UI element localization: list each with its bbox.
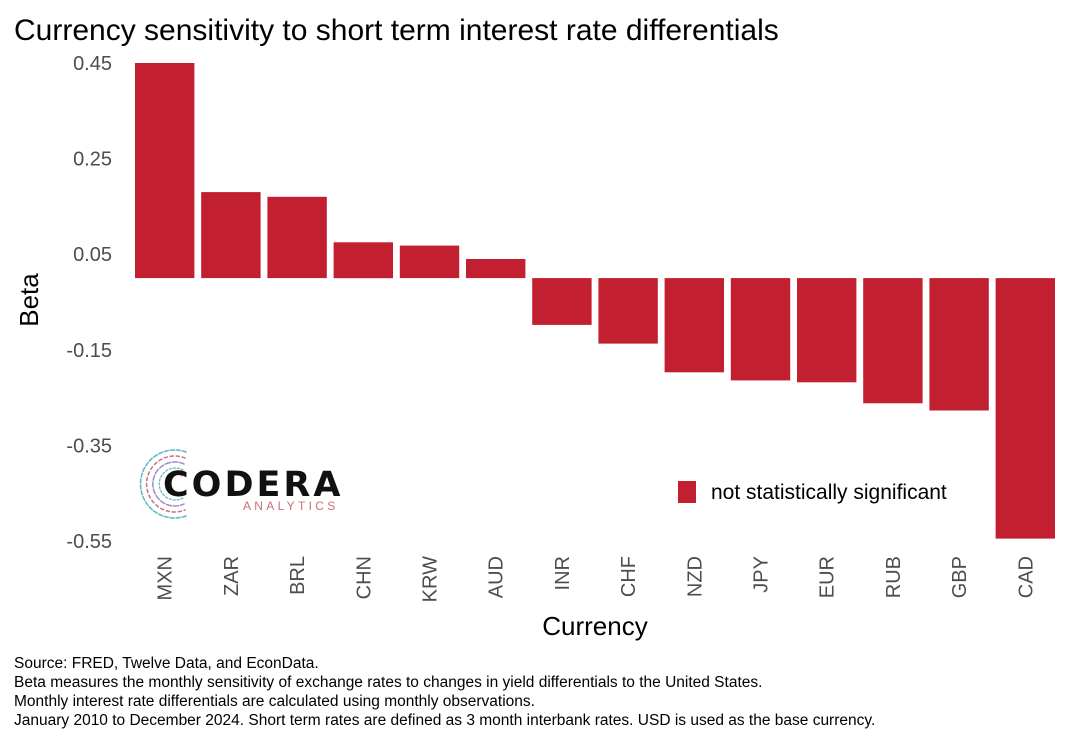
y-tick-label: -0.55 xyxy=(66,531,112,553)
x-tick-label: RUB xyxy=(883,556,905,598)
chart-caption: Source: FRED, Twelve Data, and EconData.… xyxy=(14,654,1074,730)
x-tick-label: KRW xyxy=(420,556,442,602)
bar-mxn xyxy=(135,63,195,279)
bar-chart: Currency sensitivity to short term inter… xyxy=(14,14,1055,641)
y-tick-label: 0.45 xyxy=(73,53,112,75)
x-tick-label: GBP xyxy=(949,556,971,598)
codera-logo: CODERA ANALYTICS xyxy=(139,449,343,519)
x-tick-label: CAD xyxy=(1015,556,1037,598)
y-tick-label: -0.35 xyxy=(66,435,112,457)
caption-source: Source: FRED, Twelve Data, and EconData. xyxy=(14,655,319,672)
bar-brl xyxy=(267,196,327,279)
x-tick-label: NZD xyxy=(684,556,706,597)
bar-chf xyxy=(598,278,658,344)
chart-title: Currency sensitivity to short term inter… xyxy=(14,14,779,47)
caption-period: January 2010 to December 2024. Short ter… xyxy=(14,712,876,729)
x-tick-label: BRL xyxy=(287,556,309,595)
bar-chn xyxy=(333,242,393,279)
y-tick-label: 0.25 xyxy=(73,149,112,171)
bar-rub xyxy=(863,278,923,404)
x-tick-label: JPY xyxy=(751,556,773,593)
x-tick-label: CHF xyxy=(618,556,640,597)
y-tick-label: -0.15 xyxy=(66,340,112,362)
x-tick-label: MXN xyxy=(155,556,177,600)
y-tick-label: 0.05 xyxy=(73,244,112,266)
bar-eur xyxy=(797,278,857,383)
logo-wordmark: CODERA xyxy=(163,465,343,505)
bars xyxy=(135,63,1055,539)
x-axis-ticks: MXN ZAR BRL CHN KRW AUD INR CHF NZD JPY EUR RUB GBP C… xyxy=(155,556,1038,602)
bar-inr xyxy=(532,278,592,325)
x-tick-label: EUR xyxy=(817,556,839,598)
caption-beta-definition: Beta measures the monthly sensitivity of… xyxy=(14,674,763,691)
legend: not statistically significant xyxy=(678,481,947,504)
caption-method: Monthly interest rate differentials are … xyxy=(14,693,535,710)
bar-nzd xyxy=(664,278,724,373)
logo-subtitle: ANALYTICS xyxy=(243,499,339,513)
bar-krw xyxy=(399,245,460,279)
x-tick-label: AUD xyxy=(486,556,508,598)
bar-cad xyxy=(995,278,1055,539)
x-tick-label: CHN xyxy=(353,556,375,599)
legend-label: not statistically significant xyxy=(711,481,947,504)
bar-gbp xyxy=(929,278,989,411)
bar-jpy xyxy=(730,278,791,381)
bar-zar xyxy=(201,192,261,279)
legend-swatch xyxy=(678,481,696,503)
x-tick-label: ZAR xyxy=(221,556,243,596)
logo-circuit-icon xyxy=(139,449,187,519)
y-axis-title: Beta xyxy=(14,273,44,327)
x-axis-title: Currency xyxy=(542,611,647,641)
y-axis-ticks: 0.45 0.25 0.05 -0.15 -0.35 -0.55 xyxy=(66,53,112,553)
x-tick-label: INR xyxy=(552,556,574,590)
bar-aud xyxy=(466,259,526,279)
